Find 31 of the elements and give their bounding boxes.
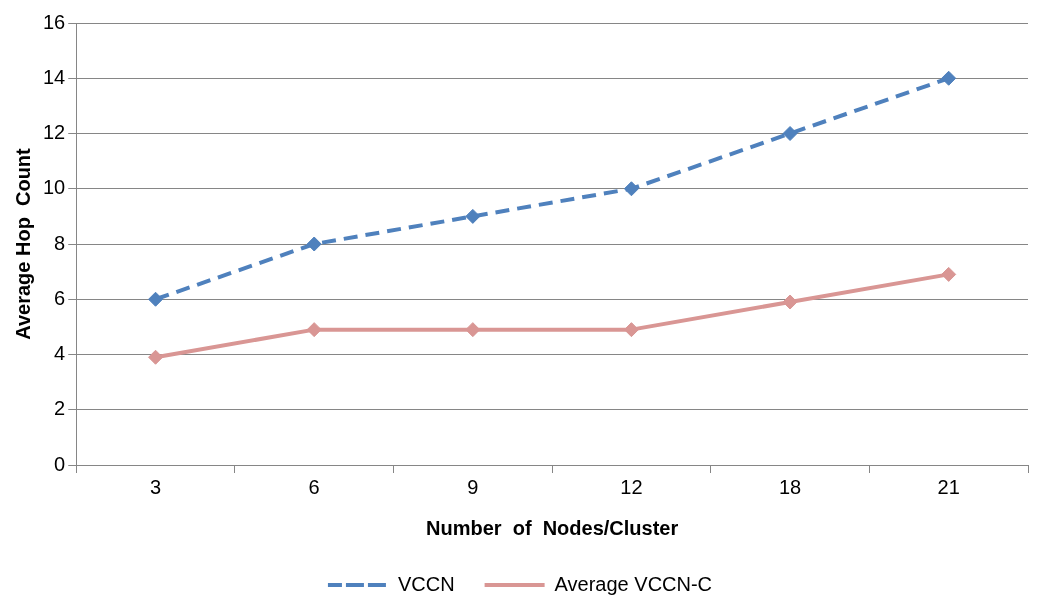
- x-tick-label: 21: [937, 475, 960, 498]
- legend-label: Average VCCN-C: [554, 572, 713, 595]
- y-tick-label: 10: [43, 176, 66, 199]
- point: [465, 322, 481, 338]
- y-tick-label: 6: [54, 286, 66, 309]
- point: [941, 70, 957, 86]
- y-tick-label: 12: [43, 121, 66, 144]
- y-tick-label: 2: [54, 397, 66, 420]
- x-tick-label: 9: [467, 475, 479, 498]
- x-tick-label: 6: [308, 475, 320, 498]
- y-tick-label: 4: [54, 342, 66, 365]
- x-axis-title: Number of Nodes/Cluster: [425, 516, 679, 539]
- point: [148, 349, 164, 365]
- x-tick-label: 18: [778, 475, 802, 498]
- y-tick-label: 14: [43, 65, 66, 88]
- point: [623, 181, 639, 197]
- x-tick-label: 12: [620, 475, 643, 498]
- point: [148, 291, 164, 307]
- point: [623, 322, 639, 338]
- point: [465, 208, 481, 224]
- y-axis-title: Average Hop Count: [11, 147, 34, 340]
- y-tick-label: 16: [43, 10, 66, 33]
- point: [941, 266, 957, 282]
- point: [782, 294, 798, 310]
- legend-label: VCCN: [397, 572, 455, 595]
- point: [306, 236, 322, 252]
- point: [782, 126, 798, 141]
- y-tick-label: 0: [54, 452, 66, 475]
- x-tick-label: 3: [150, 475, 162, 498]
- point: [306, 322, 322, 338]
- y-tick-label: 8: [54, 231, 66, 254]
